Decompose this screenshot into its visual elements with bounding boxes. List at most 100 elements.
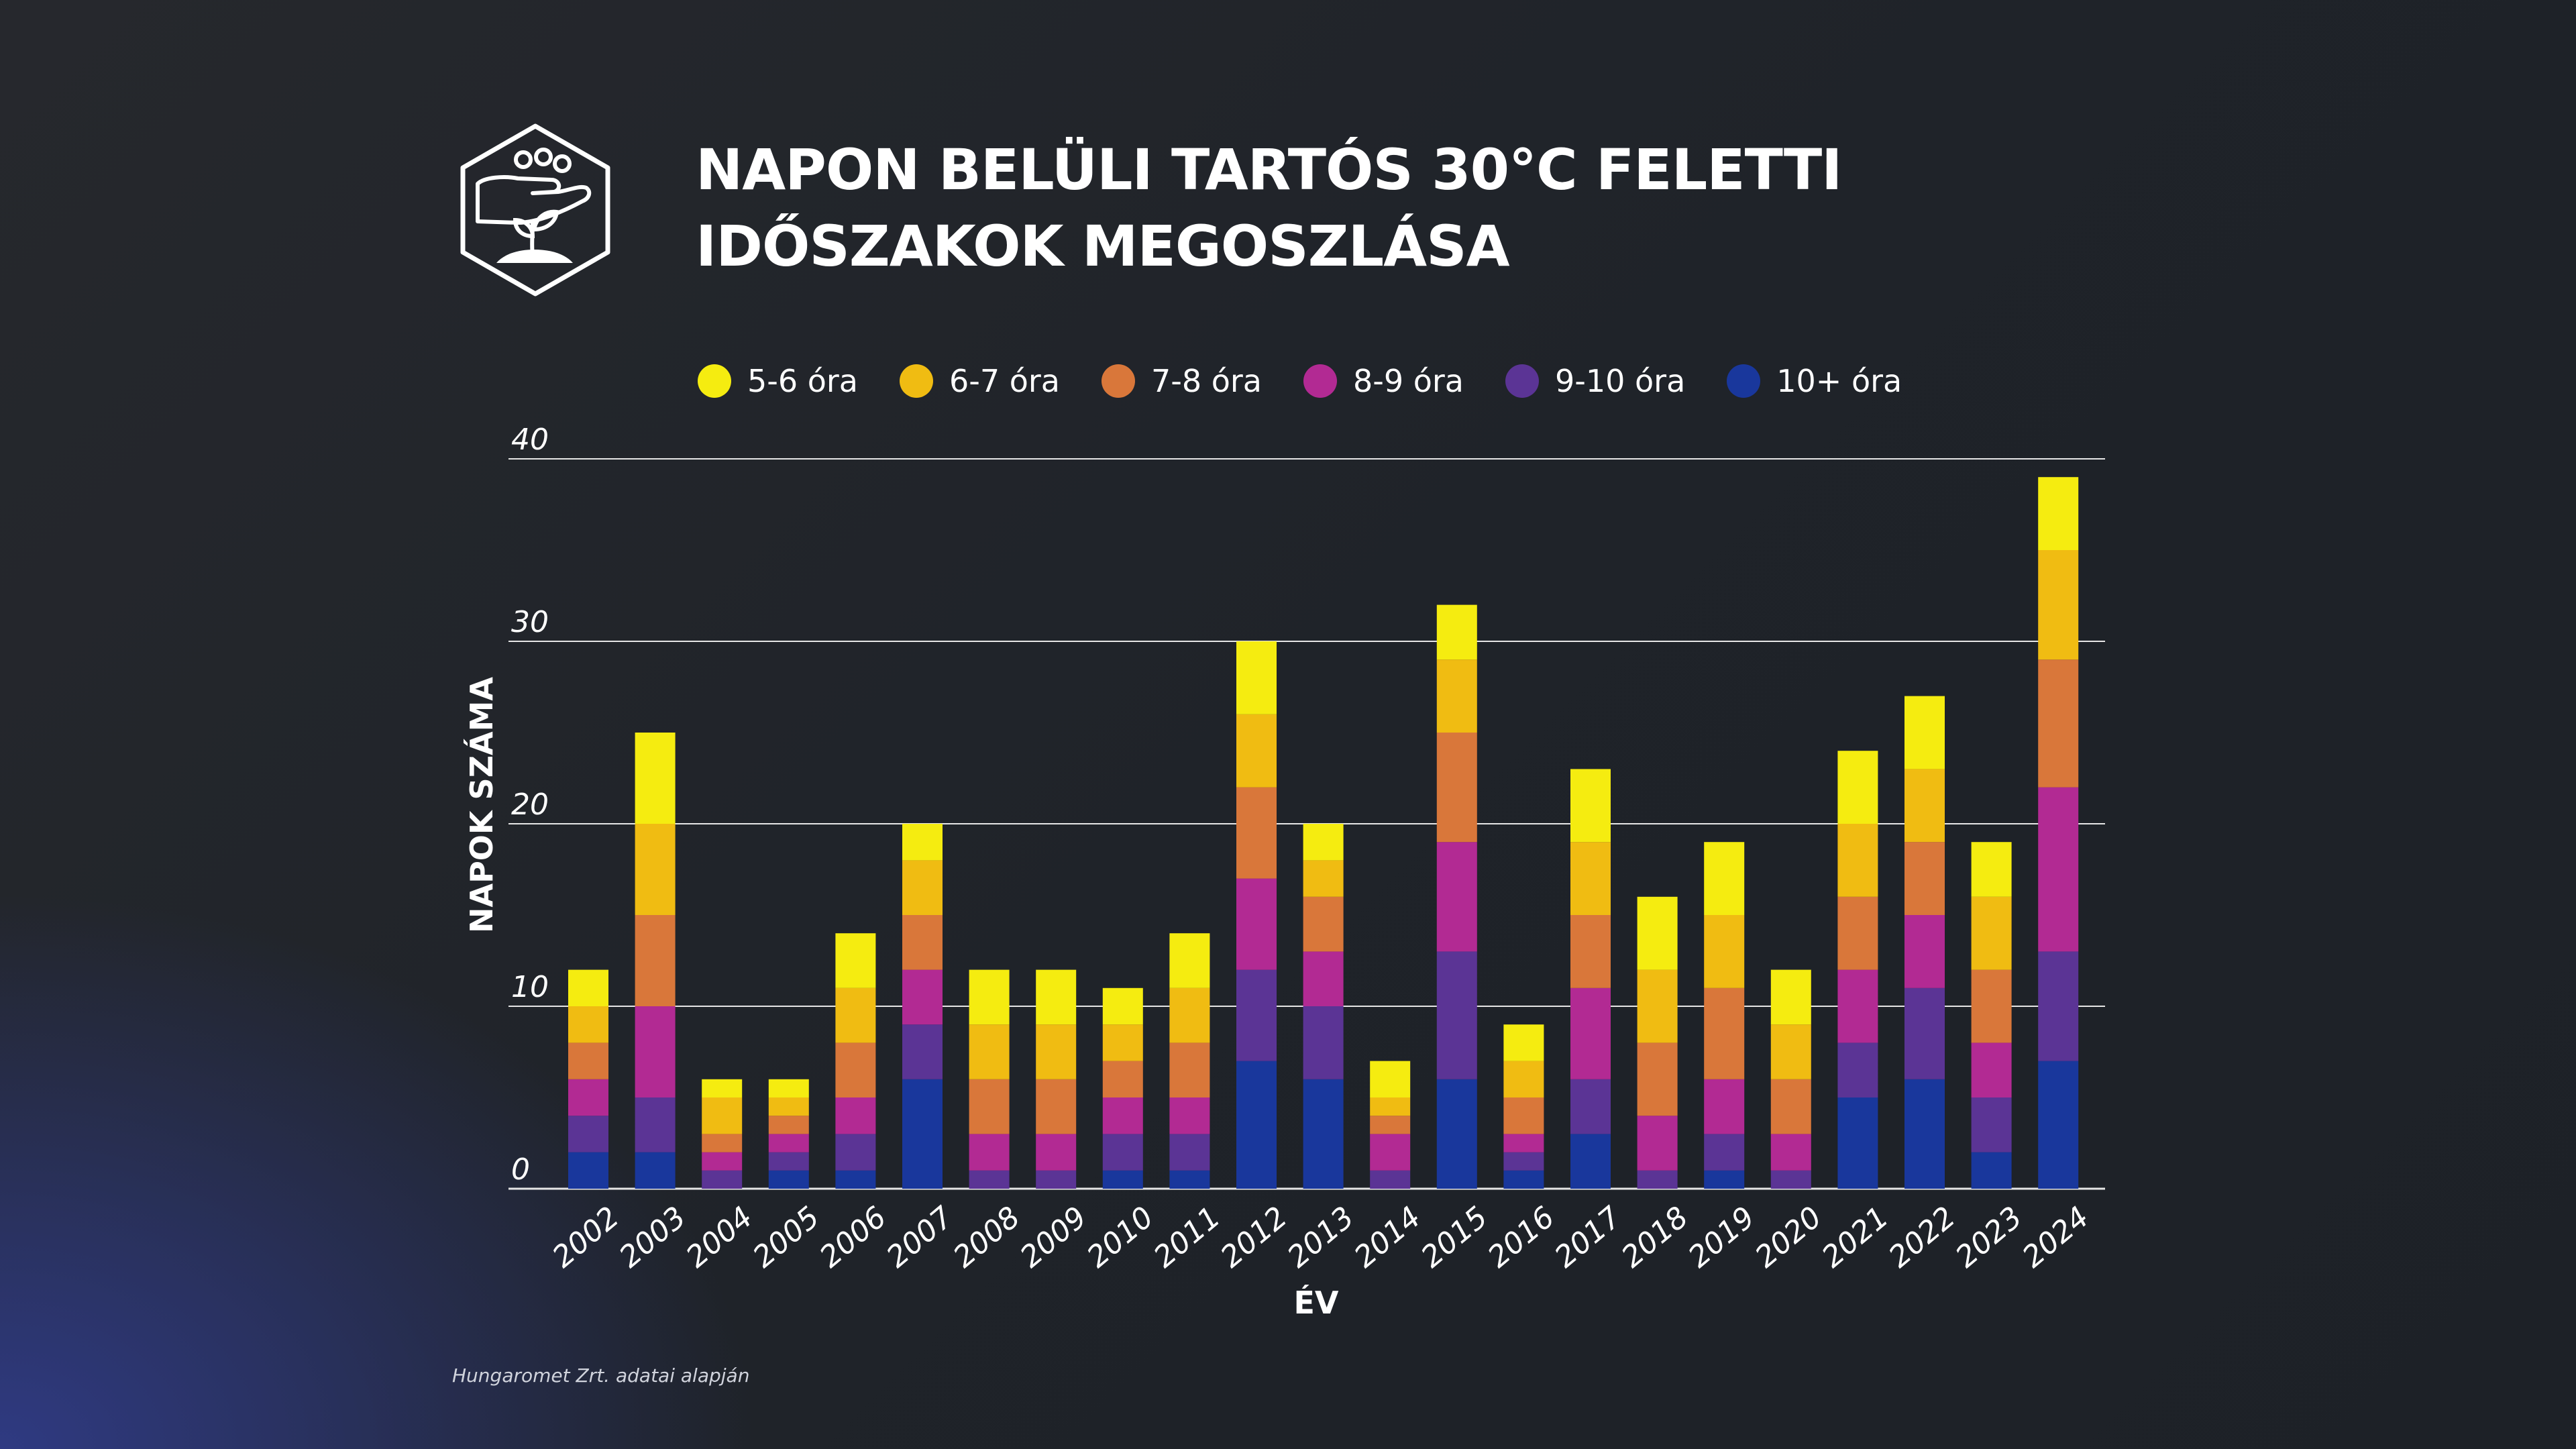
x-tick-label: 2020 (1749, 1200, 1829, 1275)
legend-item: 10+ óra (1727, 363, 1902, 399)
bar-segment (2038, 951, 2079, 1061)
bar-segment (1102, 1061, 1143, 1097)
bar-segment (969, 1170, 1010, 1189)
bar-segment (1637, 969, 1678, 1043)
bar-segment (902, 969, 943, 1025)
x-tick-label: 2012 (1214, 1200, 1294, 1275)
x-tick-label: 2022 (1882, 1200, 1962, 1275)
bar-segment (1436, 604, 1477, 660)
bar-segment (1904, 769, 1945, 843)
bar-segment (1770, 1024, 1811, 1079)
bar-segment (1904, 696, 1945, 769)
bar-segment (1971, 1097, 2012, 1152)
bar-segment (1102, 1170, 1143, 1189)
bar-segment (902, 915, 943, 970)
bar-segment (1370, 1061, 1411, 1097)
bar-segment (1837, 824, 1878, 897)
bar-segment (1704, 1079, 1745, 1134)
bar-segment (1436, 951, 1477, 1079)
legend-swatch (1727, 364, 1761, 398)
legend-label: 9-10 óra (1555, 363, 1686, 399)
bar-segment (702, 1079, 743, 1097)
bar-segment (1370, 1116, 1411, 1134)
x-tick-label: 2023 (1949, 1200, 2029, 1275)
legend-swatch (900, 364, 933, 398)
bar-segment (1837, 969, 1878, 1043)
bar-segment (1303, 860, 1344, 897)
bar-segment (1971, 842, 2012, 897)
bar-segment (1102, 1024, 1143, 1061)
bar-segment (2038, 659, 2079, 788)
bar-segment (835, 1134, 876, 1171)
bar-segment (1303, 951, 1344, 1006)
bar-segment (902, 1079, 943, 1189)
legend-swatch (1303, 364, 1337, 398)
bar-segment (902, 860, 943, 915)
bar-segment (635, 733, 676, 824)
bar-segment (1370, 1170, 1411, 1189)
x-tick-label: 2006 (813, 1200, 893, 1275)
bar-segment (1570, 769, 1611, 843)
bar-segment (1303, 1079, 1344, 1189)
bar-segment (1169, 1097, 1210, 1134)
bar-segment (568, 1006, 608, 1043)
bar-segment (635, 1152, 676, 1189)
bar-segment (1503, 1061, 1544, 1097)
bar-segment (1102, 1134, 1143, 1171)
bar-segment (768, 1170, 809, 1189)
legend-label: 8-9 óra (1353, 363, 1464, 399)
chart-title-line-2: IDŐSZAKOK MEGOSZLÁSA (696, 213, 1510, 279)
x-tick-label: 2010 (1081, 1200, 1161, 1275)
x-tick-label: 2013 (1281, 1200, 1361, 1275)
bar-segment (969, 1134, 1010, 1171)
bar-segment (2038, 787, 2079, 952)
bar-segment (1370, 1134, 1411, 1171)
x-tick-label: 2005 (747, 1200, 826, 1275)
bar-segment (1503, 1170, 1544, 1189)
bar-segment (2038, 1061, 2079, 1189)
bar-segment (768, 1152, 809, 1171)
y-tick-label: 30 (511, 605, 549, 639)
chart-legend: 5-6 óra 6-7 óra 7-8 óra 8-9 óra 9-10 óra 10+ … (698, 360, 1943, 402)
bar-segment (568, 1116, 608, 1152)
bar-segment (568, 1042, 608, 1079)
bar-segment (768, 1116, 809, 1134)
bar-segment (1704, 1170, 1745, 1189)
bar-segment (1370, 1097, 1411, 1116)
bar-segment (1637, 896, 1678, 970)
bar-segment (1837, 1097, 1878, 1189)
bar-segment (1704, 842, 1745, 915)
bar-segment (835, 1170, 876, 1189)
bar-segment (635, 915, 676, 1006)
bar-segment (902, 1024, 943, 1079)
x-tick-label: 2017 (1548, 1200, 1628, 1275)
bar-segment (635, 1097, 676, 1152)
bar-segment (1503, 1024, 1544, 1061)
bar-segment (1971, 969, 2012, 1043)
bar-segment (2038, 477, 2079, 550)
y-tick-label: 20 (511, 788, 549, 822)
bar-segment (1303, 824, 1344, 861)
bar-segment (1036, 969, 1077, 1025)
bar-segment (1570, 915, 1611, 988)
y-axis-title: NAPOK SZÁMA (464, 677, 500, 933)
bar-segment (702, 1170, 743, 1189)
bar-segment (1904, 1079, 1945, 1189)
bar-segment (635, 824, 676, 915)
x-tick-label: 2008 (947, 1200, 1027, 1275)
legend-label: 6-7 óra (949, 363, 1060, 399)
chart-title-line-1: NAPON BELÜLI TARTÓS 30°C FELETTI (696, 137, 1842, 203)
bar-segment (1837, 751, 1878, 824)
bar-segment (1436, 733, 1477, 843)
bar-segment (1837, 896, 1878, 970)
y-tick-label: 40 (511, 423, 549, 457)
bar-segment (702, 1134, 743, 1152)
bar-segment (835, 1097, 876, 1134)
bar-segment (1236, 1061, 1277, 1189)
legend-item: 8-9 óra (1303, 363, 1464, 399)
legend-swatch (1102, 364, 1135, 398)
chart-title: NAPON BELÜLI TARTÓS 30°C FELETTI IDŐSZAK… (696, 131, 2037, 284)
bar-segment (1503, 1152, 1544, 1171)
bar-segment (902, 824, 943, 861)
bar-segment (1570, 842, 1611, 915)
